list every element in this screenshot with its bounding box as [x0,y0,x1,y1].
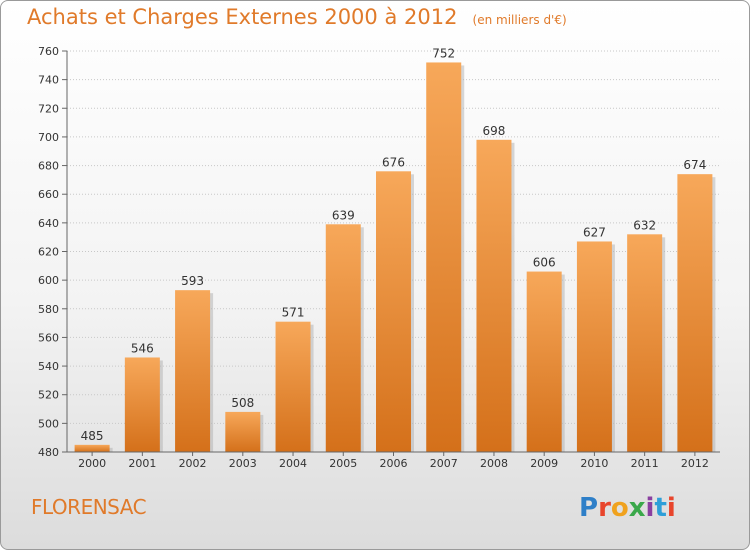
chart-title: Achats et Charges Externes 2000 à 2012 [27,5,458,29]
data-label-2008: 698 [483,124,506,138]
bar-layer [74,62,716,453]
y-tick-label: 600 [38,274,59,287]
bar-2008 [476,139,512,453]
x-tick-label-2005: 2005 [329,457,357,470]
y-tick-label: 500 [38,417,59,430]
data-label-2001: 546 [131,341,154,355]
data-label-2002: 593 [181,274,204,288]
data-label-2003: 508 [231,396,254,410]
bar-2004 [275,321,311,452]
x-tick-label-2010: 2010 [580,457,608,470]
y-tick-label: 480 [38,446,59,459]
x-tick-label-2002: 2002 [179,457,207,470]
data-label-2000: 485 [81,429,104,443]
x-tick-label-2011: 2011 [631,457,659,470]
y-tick-label: 760 [38,45,59,58]
data-label-2005: 639 [332,208,355,222]
bar-2002 [175,290,211,452]
y-tick-label: 740 [38,74,59,87]
bar-2000 [74,444,110,452]
svg-text:Proxiti: Proxiti [579,493,676,523]
x-tick-label-2001: 2001 [128,457,156,470]
bar-2006 [376,171,411,453]
axis-layer: 480 500 520 540 560 580 600 620 640 660 680 700 720 7… [38,45,720,470]
y-tick-label: 580 [38,303,59,316]
x-tick-label-2003: 2003 [229,457,257,470]
y-tick-label: 700 [38,131,59,144]
bar-2005 [325,224,361,452]
x-tick-label-2012: 2012 [681,457,709,470]
x-tick-label-2004: 2004 [279,457,307,470]
label-layer: 485 546 593 508 571 639 676 752 698 606 627 632 674 [81,46,707,442]
chart-subtitle: (en milliers d'€) [472,13,567,27]
bar-2010 [576,241,612,452]
y-tick-label: 520 [38,389,59,402]
y-tick-label: 720 [38,102,59,115]
y-tick-label: 680 [38,160,59,173]
x-tick-label-2008: 2008 [480,457,508,470]
y-tick-label: 620 [38,246,59,259]
data-label-2009: 606 [533,256,556,270]
bar-2001 [124,357,160,452]
data-label-2004: 571 [282,306,305,320]
x-tick-label-2007: 2007 [430,457,458,470]
bar-2011 [627,234,663,452]
data-label-2006: 676 [382,155,405,169]
title-row: Achats et Charges Externes 2000 à 2012 (… [27,5,567,29]
x-tick-label-2006: 2006 [380,457,408,470]
y-tick-label: 640 [38,217,59,230]
proxiti-logo: Proxiti [579,493,676,523]
x-tick-label-2009: 2009 [530,457,558,470]
bar-2009 [526,271,562,452]
data-label-2012: 674 [683,158,706,172]
data-label-2011: 632 [633,218,656,232]
data-label-2010: 627 [583,225,606,239]
y-tick-label: 660 [38,188,59,201]
y-tick-label: 560 [38,331,59,344]
x-tick-label-2000: 2000 [78,457,106,470]
bar-2003 [225,411,261,452]
bar-2012 [677,174,713,452]
town-name: FLORENSAC [31,495,147,519]
data-label-2007: 752 [432,46,455,60]
y-tick-label: 540 [38,360,59,373]
bar-2007 [426,62,462,452]
